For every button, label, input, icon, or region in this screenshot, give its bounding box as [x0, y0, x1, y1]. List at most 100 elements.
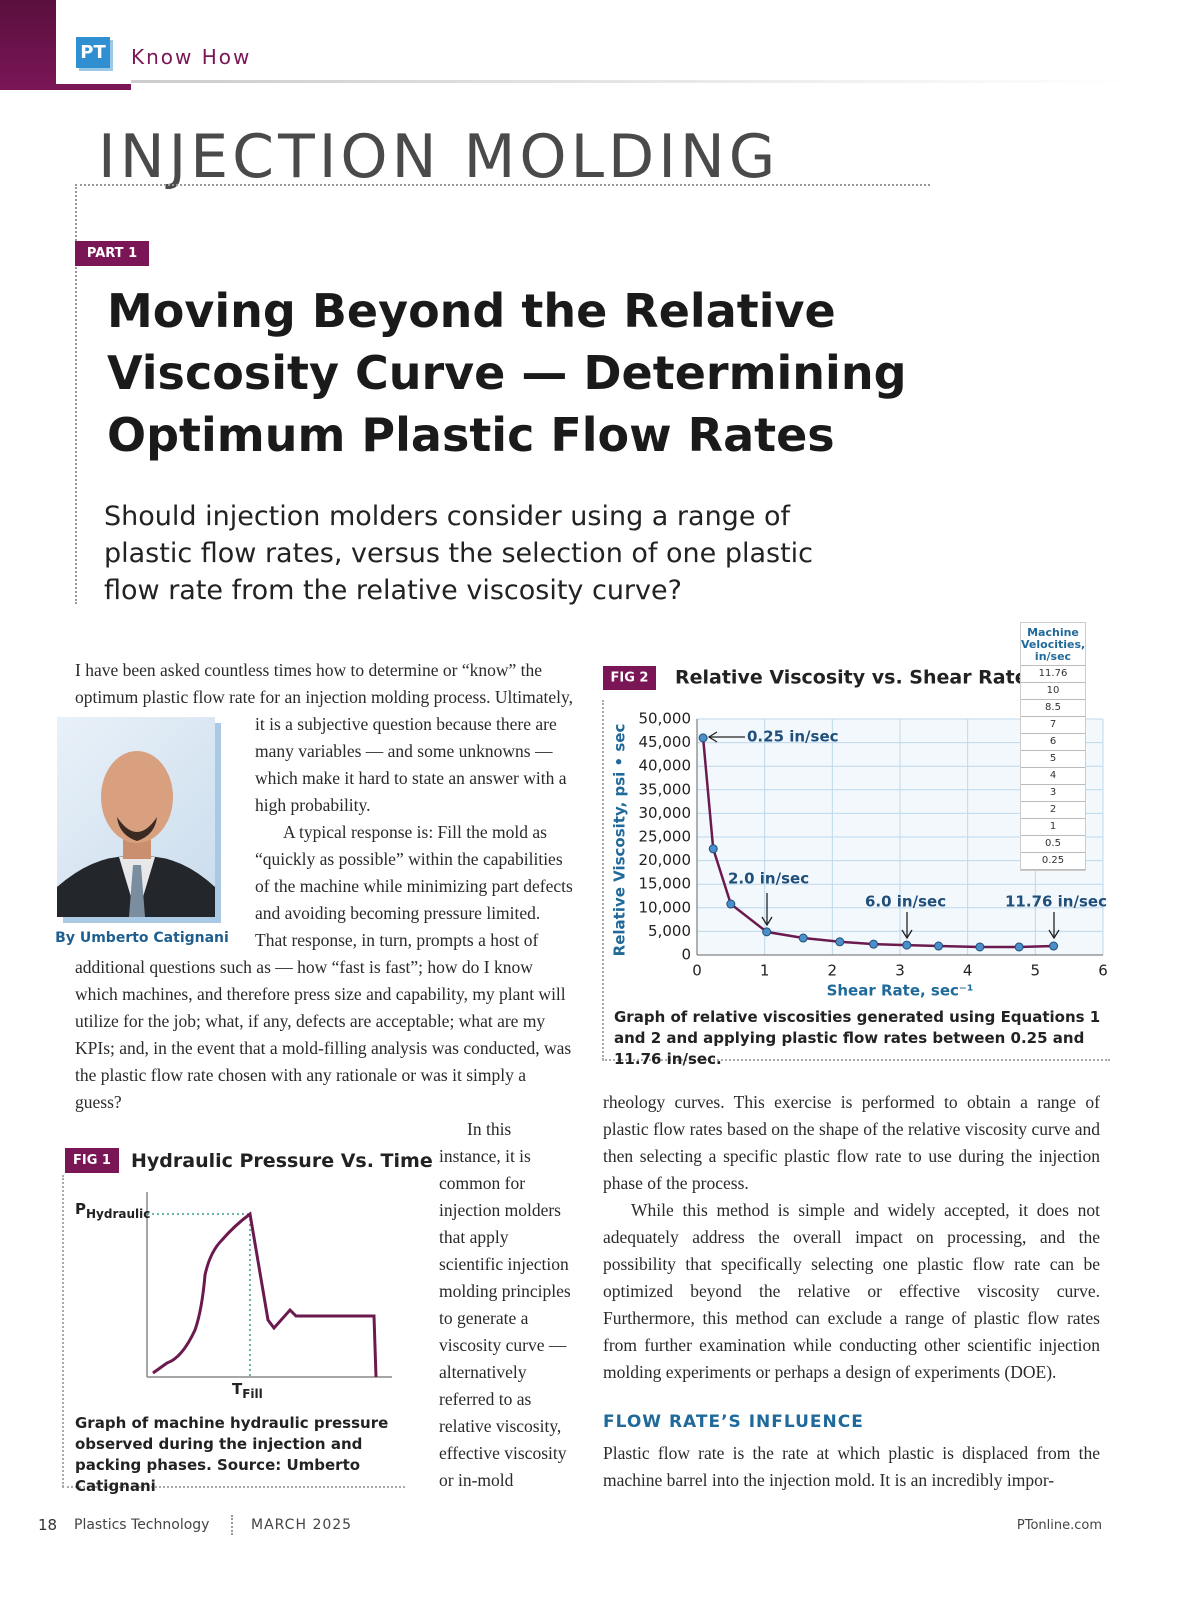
table-title: Machine Velocities, in/sec	[1021, 623, 1085, 666]
figure-tag-text: FIG 2	[611, 671, 649, 686]
deck-line: plastic flow rates, versus the selection…	[104, 538, 814, 569]
publication: Plastics Technology	[74, 1517, 210, 1533]
x-axis-label: Shear Rate, sec⁻¹	[827, 982, 974, 1000]
figure-border	[62, 1486, 405, 1488]
figure-border	[602, 700, 604, 1060]
x-tick-label: 0	[692, 962, 702, 980]
part-tag: PART 1	[75, 241, 149, 266]
header-accent	[56, 84, 131, 90]
table-cell: 6	[1021, 734, 1085, 751]
table-cell: 10	[1021, 683, 1085, 700]
data-line	[701, 737, 1054, 949]
y-tick-label: 0	[681, 946, 691, 964]
body-left: By Umberto Catignani I have been asked c…	[55, 657, 575, 1116]
x-tick-label: 4	[963, 962, 973, 980]
data-point	[798, 933, 808, 943]
figure-border	[602, 1059, 1110, 1061]
section-label: Know How	[131, 45, 252, 69]
data-point	[934, 941, 944, 951]
table-cell: 3	[1021, 785, 1085, 802]
data-point	[698, 733, 708, 743]
figure-tag	[603, 666, 656, 690]
y-tick-label: 25,000	[639, 828, 692, 846]
velocity-table: Machine Velocities, in/sec 11.76 10 8.5 7 6 5…	[1020, 622, 1086, 871]
y-tick-label: 15,000	[639, 875, 692, 893]
table-cell: 1	[1021, 819, 1085, 836]
paragraph: rheology curves. This exercise is perfor…	[603, 1092, 1100, 1193]
issue: MARCH 2025	[251, 1517, 353, 1533]
x-tick-label: 3	[895, 962, 905, 980]
arrow-head	[707, 731, 718, 743]
headline-line: Moving Beyond the Relative	[107, 284, 836, 338]
figure-tag: FIG 1	[65, 1148, 119, 1173]
y-tick-label: 40,000	[639, 757, 692, 775]
axis-label-sub: Fill	[242, 1387, 263, 1401]
paragraph: A typical response is: Fill the mold as …	[75, 822, 573, 1112]
data-point	[1014, 942, 1024, 952]
logo: PT	[76, 37, 110, 68]
header-bar	[0, 0, 56, 90]
axis-label-main: T	[232, 1380, 243, 1398]
y-tick-label: 20,000	[639, 851, 692, 869]
annotation: 2.0 in/sec	[728, 870, 809, 888]
table-cell: 8.5	[1021, 700, 1085, 717]
y-tick-label: 10,000	[639, 898, 692, 916]
annotation: 0.25 in/sec	[747, 728, 839, 746]
annotation: 6.0 in/sec	[865, 893, 946, 911]
subhead: FLOW RATE’S INFLUENCE	[603, 1412, 864, 1432]
pressure-diagram	[146, 1192, 392, 1378]
x-tick-label: 1	[760, 962, 770, 980]
deck-line: Should injection molders consider using …	[104, 501, 791, 532]
headline-line: Viscosity Curve — Determining	[107, 346, 907, 400]
deck-line: flow rate from the relative viscosity cu…	[104, 575, 682, 606]
paragraph: I have been asked countless times how to…	[75, 660, 573, 815]
annotation: 11.76 in/sec	[1005, 893, 1107, 911]
separator	[231, 1515, 233, 1535]
site: PTonline.com	[1016, 1518, 1102, 1533]
data-point	[835, 937, 845, 947]
data-point	[869, 939, 879, 949]
table-cell: 11.76	[1021, 666, 1085, 683]
y-tick-label: 50,000	[639, 710, 692, 728]
y-tick-label: 5,000	[648, 922, 691, 940]
data-point	[708, 844, 718, 854]
divider	[75, 184, 77, 604]
table-cell: 4	[1021, 768, 1085, 785]
table-cell: 7	[1021, 717, 1085, 734]
author-photo: By Umberto Catignani	[55, 711, 230, 954]
y-tick-label: 35,000	[639, 780, 692, 798]
topic: INJECTION MOLDING	[98, 122, 780, 192]
y-tick-label: 30,000	[639, 804, 692, 822]
axis-label-sub: Hydraulic	[86, 1207, 151, 1221]
chart-title: Relative Viscosity vs. Shear Rate	[675, 667, 1028, 689]
axis-label-main: P	[75, 1200, 86, 1218]
y-axis-label: Relative Viscosity, psi • sec	[611, 724, 629, 957]
table-cell: 5	[1021, 751, 1085, 768]
arrow-head	[901, 929, 913, 940]
arrow-head	[1048, 929, 1060, 940]
data-point	[902, 940, 912, 950]
x-tick-label: 6	[1098, 962, 1108, 980]
byline: By Umberto Catignani	[55, 930, 229, 946]
header-rule	[131, 80, 1131, 83]
body-right: rheology curves. This exercise is perfor…	[603, 1089, 1100, 1494]
headline: Moving Beyond the Relative Viscosity Curv…	[107, 280, 907, 466]
arrow-head	[761, 916, 773, 927]
data-point	[975, 942, 985, 952]
paragraph: Plastic flow rate is the rate at which p…	[603, 1443, 1100, 1490]
paragraph: While this method is simple and widely a…	[603, 1200, 1100, 1382]
divider	[75, 184, 930, 186]
y-tick-label: 45,000	[639, 733, 692, 751]
page-number: 18	[38, 1516, 58, 1534]
table-cell: 0.5	[1021, 836, 1085, 853]
figure-caption: Graph of machine hydraulic pressure obse…	[75, 1414, 389, 1495]
table-cell: 0.25	[1021, 853, 1085, 870]
figure-border	[62, 1175, 64, 1487]
deck: Should injection molders consider using …	[104, 498, 813, 609]
axis-label: TFill	[232, 1380, 263, 1401]
portrait	[57, 751, 215, 917]
figure-title: Hydraulic Pressure Vs. Time	[131, 1150, 433, 1172]
x-tick-label: 5	[1031, 962, 1041, 980]
headline-line: Optimum Plastic Flow Rates	[107, 408, 835, 462]
